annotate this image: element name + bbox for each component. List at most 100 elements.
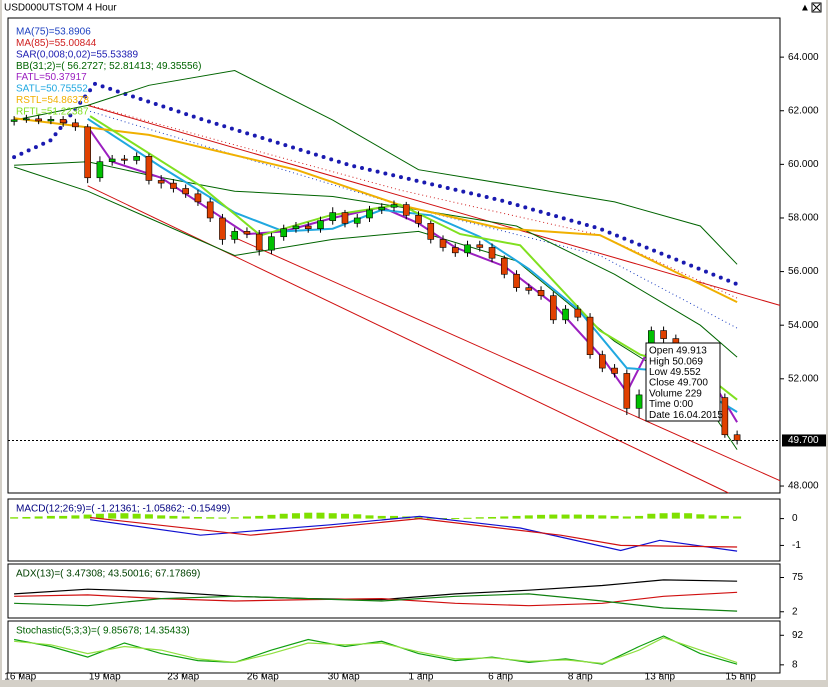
candle-body <box>96 161 104 179</box>
histogram-bar <box>95 513 104 519</box>
candle-body <box>219 217 226 240</box>
candle-body <box>721 397 729 436</box>
panel-border <box>7 563 781 619</box>
histogram-bar <box>671 512 680 519</box>
close-icon[interactable] <box>811 2 822 13</box>
candle-body <box>733 434 741 441</box>
candle-body <box>513 273 520 288</box>
histogram-bar <box>414 517 423 519</box>
window-title: USD000UTSTOM 4 Hour <box>4 3 117 14</box>
candle-body <box>280 228 288 238</box>
tooltip-line: Time 0:00 <box>649 399 694 410</box>
histogram-bar <box>83 514 92 519</box>
histogram-bar <box>230 517 239 519</box>
y-tick-label: 8 <box>792 659 798 670</box>
candle-body <box>574 308 582 318</box>
candle-body <box>599 354 606 369</box>
histogram-bar <box>708 515 717 519</box>
candle-body <box>23 118 30 121</box>
histogram-bar <box>132 513 141 519</box>
histogram-bar <box>377 515 386 519</box>
candle-body <box>292 225 300 229</box>
candle-body <box>623 373 631 409</box>
candle-body <box>586 316 594 355</box>
histogram-bar <box>316 512 325 519</box>
candle-body <box>488 247 496 259</box>
y-tick-label: 75 <box>792 572 804 583</box>
candle-body <box>317 220 324 229</box>
candle-body <box>550 295 557 321</box>
histogram-bar <box>586 514 595 519</box>
histogram-bar <box>59 515 68 519</box>
x-tick-label: 13 апр <box>645 672 676 682</box>
x-tick-label: 23 мар <box>167 672 199 682</box>
candle-body <box>537 290 545 297</box>
candle-body <box>635 394 643 409</box>
candle-body <box>464 244 471 254</box>
indicator-line <box>14 637 738 665</box>
histogram-bar <box>659 513 668 519</box>
histogram-bar <box>157 515 166 519</box>
tooltip-line: High 50.069 <box>649 356 703 367</box>
legend-entry: SAR(0,008;0,02)=55.53389 <box>16 49 138 60</box>
candle-body <box>72 122 79 128</box>
histogram-bar <box>549 514 558 519</box>
y-tick-label: 60.000 <box>788 159 819 170</box>
y-tick-label: 0 <box>792 513 798 524</box>
tooltip-line: Open 49.913 <box>649 346 707 357</box>
candle-body <box>562 308 569 321</box>
panel-border <box>7 620 781 674</box>
legend-entry: RFTL=51.22387 <box>16 106 89 117</box>
candle-body <box>243 231 251 235</box>
histogram-bar <box>267 514 276 519</box>
histogram-bar <box>206 517 215 519</box>
histogram-bar <box>304 512 313 519</box>
histogram-bar <box>181 516 190 519</box>
candle-body <box>231 231 238 240</box>
histogram-bar <box>500 516 509 519</box>
candle-body <box>476 244 484 248</box>
histogram-bar <box>733 516 742 519</box>
legend-entry: BB(31;2)=( 56.2727; 52.81413; 49.35556) <box>16 61 201 72</box>
indicator-label: ADX(13)=( 3.47308; 43.50016; 67.17869) <box>16 569 200 580</box>
y-tick-label: -1 <box>792 540 801 551</box>
indicator-line <box>13 635 738 665</box>
histogram-bar <box>328 513 337 519</box>
histogram-bar <box>696 514 705 519</box>
tooltip-line: Low 49.552 <box>649 367 701 378</box>
title-bar <box>2 0 826 16</box>
histogram-bar <box>71 515 80 519</box>
candle-body <box>402 204 410 216</box>
histogram-bar <box>218 517 227 519</box>
candle-body <box>59 119 67 124</box>
indicator-line <box>90 515 738 552</box>
indicator-label: Stochastic(5;3;3)=( 9.85678; 14.35433) <box>16 626 190 637</box>
histogram-bar <box>390 515 398 519</box>
y-tick-label: 52.000 <box>788 373 819 384</box>
histogram-bar <box>34 516 43 519</box>
x-tick-label: 1 апр <box>409 672 434 682</box>
candle-body <box>341 212 349 224</box>
x-tick-label: 6 апр <box>488 672 513 682</box>
candle-body <box>353 217 361 224</box>
histogram-bar <box>144 514 153 519</box>
scroll-icon[interactable]: ▲ <box>800 3 810 14</box>
bb-upper <box>14 69 738 265</box>
legend-entry: MA(75)=53.8906 <box>16 27 91 38</box>
panel-border <box>7 17 781 494</box>
histogram-bar <box>10 517 19 519</box>
histogram-bar <box>598 515 607 519</box>
candle-body <box>611 367 618 374</box>
histogram-bar <box>512 515 521 519</box>
candle-body <box>268 236 275 251</box>
candle-body <box>206 201 214 219</box>
x-tick-label: 19 мар <box>89 672 121 682</box>
histogram-bar <box>537 514 546 519</box>
histogram-bar <box>463 517 472 519</box>
indicator-line <box>90 516 738 548</box>
y-tick-label: 54.000 <box>788 320 819 331</box>
candle-body <box>108 158 116 162</box>
candle-body <box>145 156 153 181</box>
candle-body <box>255 233 263 251</box>
histogram-bar <box>684 513 693 519</box>
